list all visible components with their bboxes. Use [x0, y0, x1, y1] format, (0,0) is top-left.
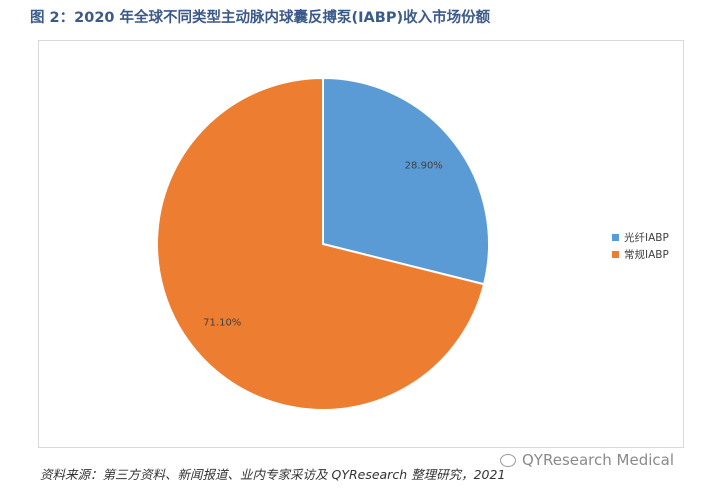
pie-slice-fiber — [322, 76, 490, 286]
wechat-icon — [500, 453, 516, 467]
pie-slice-conventional — [156, 76, 486, 411]
source-note: 资料来源：第三方资料、新闻报道、业内专家采访及 QYResearch 整理研究，… — [40, 467, 506, 482]
legend: 光纤IABP 常规IABP — [612, 229, 669, 263]
chart-area: 28.90% 71.10% 光纤IABP 常规IABP — [38, 40, 684, 448]
legend-label-fiber: 光纤IABP — [624, 232, 669, 244]
legend-swatch-fiber — [612, 234, 619, 241]
watermark: QYResearch Medical — [500, 451, 674, 469]
data-label-fiber: 28.90% — [405, 160, 443, 171]
legend-item: 光纤IABP — [612, 229, 669, 246]
legend-label-conventional: 常规IABP — [624, 249, 669, 261]
data-label-conventional: 71.10% — [203, 318, 241, 329]
legend-swatch-conventional — [612, 251, 619, 258]
pie-chart: 28.90% 71.10% — [156, 76, 490, 411]
watermark-text: QYResearch Medical — [522, 451, 675, 469]
figure-title: 图 2：2020 年全球不同类型主动脉内球囊反搏泵(IABP)收入市场份额 — [30, 10, 491, 26]
legend-item: 常规IABP — [612, 246, 669, 263]
